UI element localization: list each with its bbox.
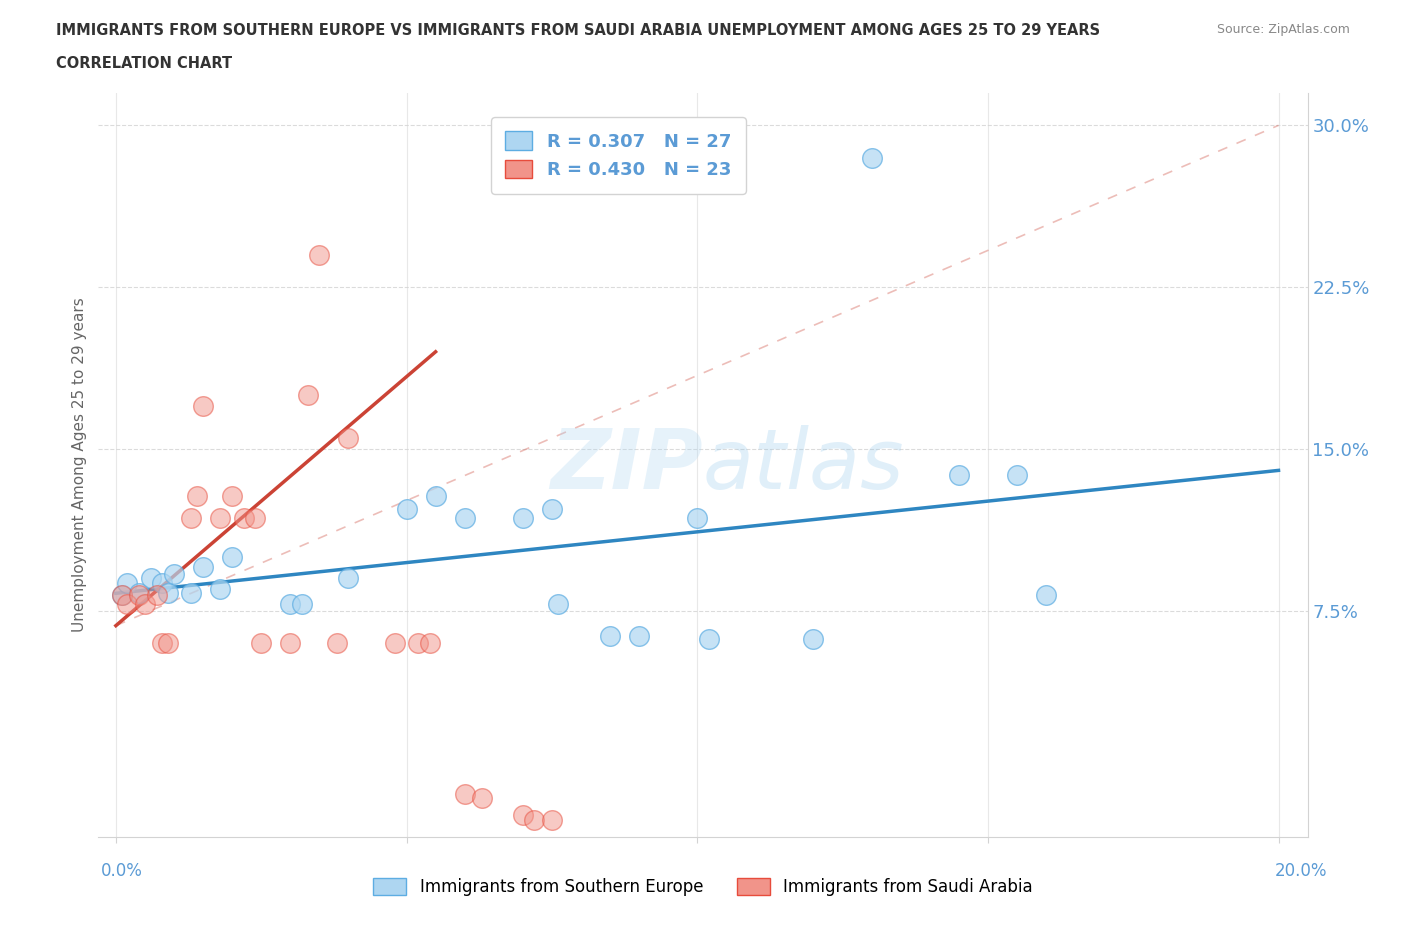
Point [150, 635, 173, 650]
Point [1005, 467, 1028, 482]
Point [628, 629, 651, 644]
Point [948, 467, 970, 482]
Point [547, 597, 569, 612]
Text: 20.0%: 20.0% [1275, 862, 1327, 880]
Point [297, 388, 319, 403]
Point [163, 566, 186, 581]
Point [221, 550, 243, 565]
Point [425, 489, 447, 504]
Point [111, 588, 134, 603]
Point [523, 812, 546, 827]
Point [180, 511, 202, 525]
Point [250, 635, 273, 650]
Legend: R = 0.307   N = 27, R = 0.430   N = 23: R = 0.307 N = 27, R = 0.430 N = 23 [491, 117, 745, 193]
Point [111, 588, 134, 603]
Point [308, 247, 330, 262]
Point [599, 629, 621, 644]
Point [278, 597, 301, 612]
Point [540, 812, 562, 827]
Point [221, 489, 243, 504]
Point [406, 635, 429, 650]
Point [150, 575, 173, 590]
Point [145, 588, 167, 603]
Point [191, 560, 214, 575]
Point [139, 571, 162, 586]
Point [860, 151, 883, 166]
Text: 0.0%: 0.0% [101, 862, 143, 880]
Point [471, 790, 494, 805]
Text: ZIP: ZIP [550, 424, 703, 506]
Point [157, 635, 180, 650]
Point [686, 511, 709, 525]
Point [291, 597, 314, 612]
Point [186, 489, 208, 504]
Y-axis label: Unemployment Among Ages 25 to 29 years: Unemployment Among Ages 25 to 29 years [72, 298, 87, 632]
Text: Source: ZipAtlas.com: Source: ZipAtlas.com [1216, 23, 1350, 36]
Point [697, 631, 720, 646]
Point [232, 511, 254, 525]
Legend: Immigrants from Southern Europe, Immigrants from Saudi Arabia: Immigrants from Southern Europe, Immigra… [367, 871, 1039, 903]
Point [384, 635, 406, 650]
Point [180, 586, 202, 601]
Point [191, 398, 214, 413]
Point [128, 586, 150, 601]
Point [512, 808, 534, 823]
Point [157, 586, 180, 601]
Text: IMMIGRANTS FROM SOUTHERN EUROPE VS IMMIGRANTS FROM SAUDI ARABIA UNEMPLOYMENT AMO: IMMIGRANTS FROM SOUTHERN EUROPE VS IMMIG… [56, 23, 1101, 38]
Point [540, 502, 562, 517]
Point [128, 588, 150, 603]
Point [209, 511, 232, 525]
Point [245, 511, 267, 525]
Point [395, 502, 418, 517]
Point [326, 635, 349, 650]
Point [117, 575, 139, 590]
Point [512, 511, 534, 525]
Point [337, 571, 360, 586]
Point [453, 787, 475, 802]
Point [134, 597, 156, 612]
Point [453, 511, 475, 525]
Point [337, 431, 360, 445]
Point [209, 581, 232, 596]
Point [419, 635, 441, 650]
Point [1035, 588, 1057, 603]
Text: atlas: atlas [703, 424, 904, 506]
Point [278, 635, 301, 650]
Text: CORRELATION CHART: CORRELATION CHART [56, 56, 232, 71]
Point [117, 597, 139, 612]
Point [803, 631, 825, 646]
